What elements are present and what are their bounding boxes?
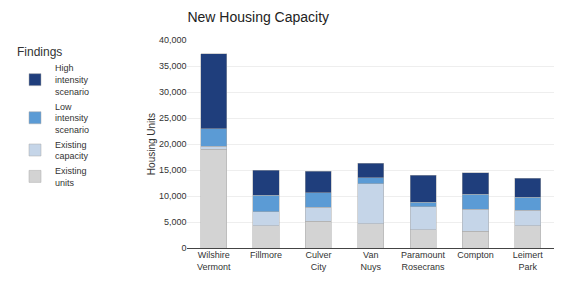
svg-text:Highintensityscenario: Highintensityscenario xyxy=(55,63,89,96)
svg-text:VanNuys: VanNuys xyxy=(360,250,381,272)
svg-text:Fillmore: Fillmore xyxy=(250,250,282,260)
svg-text:0: 0 xyxy=(181,243,186,253)
svg-text:ParamountRosecrans: ParamountRosecrans xyxy=(401,250,446,272)
svg-text:Housing Units: Housing Units xyxy=(146,113,157,175)
svg-text:Findings: Findings xyxy=(17,45,62,59)
svg-text:Compton: Compton xyxy=(457,250,494,260)
svg-text:5,000: 5,000 xyxy=(164,217,187,227)
svg-text:25,000: 25,000 xyxy=(159,113,187,123)
svg-text:30,000: 30,000 xyxy=(159,87,187,97)
svg-text:15,000: 15,000 xyxy=(159,165,187,175)
svg-text:20,000: 20,000 xyxy=(159,139,187,149)
svg-text:Existingcapacity: Existingcapacity xyxy=(55,140,89,162)
svg-text:CulverCity: CulverCity xyxy=(305,250,331,272)
svg-text:40,000: 40,000 xyxy=(159,35,187,45)
svg-text:Lowintensityscenario: Lowintensityscenario xyxy=(55,102,89,135)
svg-text:10,000: 10,000 xyxy=(159,191,187,201)
svg-text:Existingunits: Existingunits xyxy=(55,166,87,188)
svg-text:WilshireVermont: WilshireVermont xyxy=(197,250,231,272)
svg-text:LeimertPark: LeimertPark xyxy=(513,250,544,272)
svg-text:35,000: 35,000 xyxy=(159,61,187,71)
svg-text:New Housing Capacity: New Housing Capacity xyxy=(187,9,329,25)
